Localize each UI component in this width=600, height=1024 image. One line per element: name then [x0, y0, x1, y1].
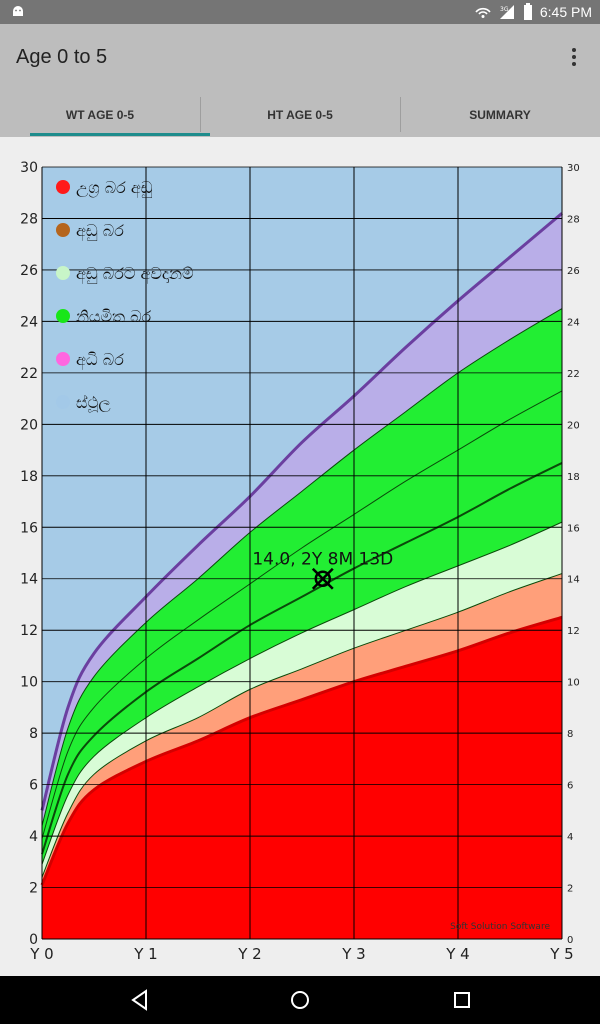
x-tick-label: Y 2: [237, 945, 261, 963]
legend-label: අඩු බරට අවදානම්: [76, 264, 193, 284]
legend-label: නියමිත බර: [76, 307, 152, 326]
y-left-tick-label: 24: [20, 314, 38, 330]
x-tick-label: Y 3: [341, 945, 365, 963]
y-right-tick-label: 12: [567, 626, 580, 637]
y-left-tick-label: 26: [20, 263, 38, 279]
marker-crosshair-icon: [311, 567, 334, 590]
y-left-tick-label: 16: [20, 520, 38, 536]
status-bar: 3G 6:45 PM: [0, 0, 600, 24]
y-right-tick-label: 16: [567, 523, 580, 534]
wifi-icon: [475, 7, 491, 18]
y-left-tick-label: 28: [20, 211, 38, 227]
y-left-tick-label: 4: [29, 829, 38, 845]
back-icon[interactable]: [128, 988, 152, 1012]
growth-chart[interactable]: උග්‍ර බර අඩු අඩු බර අඩු බරට අවදානම් නියමිත …: [0, 137, 600, 975]
x-tick-label: Y 5: [549, 945, 573, 963]
tab-bar: WT AGE 0-5 HT AGE 0-5 SUMMARY: [0, 92, 600, 137]
x-tick-label: Y 4: [445, 945, 469, 963]
legend-label: ස්ථූල: [76, 393, 111, 413]
series-line-2: [41, 521, 563, 865]
y-left-tick-label: 12: [20, 623, 38, 639]
series-line-3: [41, 462, 563, 855]
y-right-tick-label: 26: [567, 266, 580, 277]
more-vert-icon[interactable]: [568, 46, 580, 70]
y-right-tick-label: 2: [567, 884, 573, 895]
page-title: Age 0 to 5: [16, 46, 108, 68]
recents-icon[interactable]: [450, 988, 474, 1012]
legend-swatch: [56, 223, 70, 237]
y-right-tick-label: 8: [567, 729, 573, 740]
tab-ht-age[interactable]: HT AGE 0-5: [200, 92, 400, 137]
svg-text:3G: 3G: [500, 6, 509, 13]
y-left-tick-label: 8: [29, 726, 38, 742]
y-right-tick-label: 6: [567, 781, 573, 792]
tab-indicator: [30, 133, 210, 136]
series-line-6: [40, 212, 563, 811]
y-right-tick-label: 22: [567, 369, 580, 380]
y-right-tick-label: 14: [567, 575, 580, 586]
y-left-tick-label: 22: [20, 366, 38, 382]
battery-icon: [523, 3, 532, 20]
y-right-tick-label: 4: [567, 832, 573, 843]
legend-swatch: [56, 266, 70, 280]
y-right-tick-label: 20: [567, 420, 580, 431]
marker-label: 14.0, 2Y 8M 13D: [252, 550, 393, 570]
y-right-tick-label: 18: [567, 472, 580, 483]
nav-bar: [0, 976, 600, 1024]
app-bar: Age 0 to 5: [0, 24, 600, 92]
android-icon: [13, 6, 23, 16]
y-left-tick-label: 18: [20, 469, 38, 485]
signal-icon: 3G: [499, 5, 514, 19]
home-icon[interactable]: [288, 988, 312, 1012]
y-left-tick-label: 2: [29, 881, 38, 897]
y-left-tick-label: 30: [20, 160, 38, 176]
y-right-tick-label: 24: [567, 317, 580, 328]
legend-swatch: [56, 180, 70, 194]
x-tick-label: Y 1: [133, 945, 157, 963]
status-time: 6:45 PM: [539, 4, 592, 20]
legend-label: උග්‍ර බර අඩු: [76, 178, 153, 198]
tab-wt-age[interactable]: WT AGE 0-5: [65, 107, 135, 122]
y-left-tick-label: 14: [20, 572, 38, 588]
legend-label: අධි බර: [76, 350, 124, 370]
x-tick-label: Y 0: [29, 945, 53, 963]
y-left-tick-label: 10: [20, 675, 38, 691]
legend-swatch: [56, 309, 70, 323]
tab-summary[interactable]: SUMMARY: [400, 92, 600, 137]
legend-label: අඩු බර: [76, 221, 124, 241]
band-area-0: [42, 617, 562, 939]
series-line-1: [41, 573, 563, 878]
y-left-tick-label: 6: [29, 778, 38, 794]
y-right-tick-label: 0: [567, 935, 573, 946]
y-right-tick-label: 10: [567, 678, 580, 689]
y-left-tick-label: 20: [20, 417, 38, 433]
y-right-tick-label: 28: [567, 214, 580, 225]
legend-swatch: [56, 352, 70, 366]
y-left-tick-label: 0: [29, 932, 38, 948]
legend-swatch: [56, 395, 70, 409]
watermark-label: Soft Solution Software: [450, 922, 550, 932]
series-line-0: [40, 615, 563, 886]
y-right-tick-label: 30: [567, 163, 580, 174]
